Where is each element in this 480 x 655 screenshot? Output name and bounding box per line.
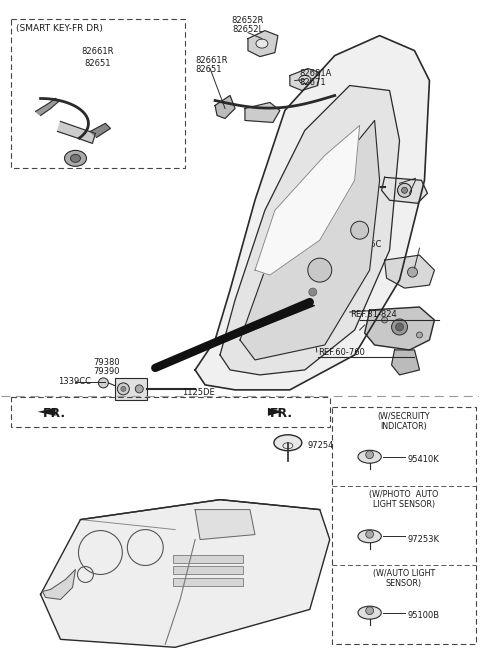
Text: 95100B: 95100B bbox=[408, 611, 440, 620]
Polygon shape bbox=[195, 510, 255, 540]
Polygon shape bbox=[290, 69, 320, 90]
Bar bbox=[260, 335, 310, 355]
Text: 95410K: 95410K bbox=[408, 455, 439, 464]
Ellipse shape bbox=[358, 606, 381, 619]
Circle shape bbox=[397, 183, 411, 197]
Text: 82681A: 82681A bbox=[300, 69, 332, 77]
Text: 1339CC: 1339CC bbox=[59, 377, 92, 386]
Circle shape bbox=[408, 267, 418, 277]
Circle shape bbox=[392, 319, 408, 335]
Text: SENSOR): SENSOR) bbox=[386, 579, 422, 588]
Polygon shape bbox=[245, 102, 280, 122]
Circle shape bbox=[366, 607, 373, 614]
Bar bbox=[173, 567, 243, 574]
Polygon shape bbox=[58, 121, 96, 143]
Text: 82661R: 82661R bbox=[195, 56, 228, 65]
Text: 97254: 97254 bbox=[308, 441, 334, 450]
Bar bbox=[307, 283, 320, 305]
Ellipse shape bbox=[358, 530, 381, 543]
Circle shape bbox=[402, 187, 408, 193]
Text: (W/PHOTO  AUTO: (W/PHOTO AUTO bbox=[369, 491, 439, 499]
Polygon shape bbox=[384, 255, 434, 288]
Polygon shape bbox=[41, 500, 330, 647]
Text: (SMART KEY-FR DR): (SMART KEY-FR DR) bbox=[16, 24, 103, 33]
Ellipse shape bbox=[64, 151, 86, 166]
Polygon shape bbox=[240, 121, 380, 360]
Bar bbox=[173, 578, 243, 586]
Polygon shape bbox=[90, 123, 110, 138]
Text: 82651: 82651 bbox=[84, 58, 111, 67]
Circle shape bbox=[117, 383, 129, 395]
Bar bbox=[173, 555, 243, 563]
Polygon shape bbox=[37, 408, 56, 416]
Text: 81350B: 81350B bbox=[348, 176, 380, 184]
Ellipse shape bbox=[274, 435, 302, 451]
Circle shape bbox=[417, 332, 422, 338]
Polygon shape bbox=[248, 31, 278, 56]
Text: 97253K: 97253K bbox=[408, 534, 440, 544]
Circle shape bbox=[309, 288, 317, 296]
Polygon shape bbox=[392, 350, 420, 375]
Polygon shape bbox=[382, 178, 428, 203]
Bar bbox=[255, 290, 310, 330]
Bar bbox=[260, 295, 305, 325]
Text: 82661R: 82661R bbox=[82, 47, 114, 56]
Circle shape bbox=[382, 317, 387, 323]
Circle shape bbox=[98, 378, 108, 388]
Text: REF.60-760: REF.60-760 bbox=[318, 348, 365, 357]
Text: (W/SECRUITY: (W/SECRUITY bbox=[378, 412, 431, 421]
Text: 81456C: 81456C bbox=[350, 240, 382, 249]
Ellipse shape bbox=[358, 450, 381, 463]
Text: REF.81-824: REF.81-824 bbox=[350, 310, 396, 319]
Circle shape bbox=[351, 221, 369, 239]
Polygon shape bbox=[365, 307, 434, 350]
Polygon shape bbox=[220, 86, 399, 375]
Circle shape bbox=[396, 323, 404, 331]
Bar bbox=[115, 378, 147, 400]
Polygon shape bbox=[215, 96, 235, 119]
Polygon shape bbox=[310, 304, 316, 307]
Polygon shape bbox=[195, 35, 430, 390]
Polygon shape bbox=[255, 125, 360, 275]
Circle shape bbox=[308, 258, 332, 282]
Text: FR.: FR. bbox=[43, 407, 66, 420]
Text: 79380: 79380 bbox=[94, 358, 120, 367]
Polygon shape bbox=[36, 98, 59, 115]
Circle shape bbox=[121, 386, 126, 392]
Circle shape bbox=[361, 182, 372, 193]
Polygon shape bbox=[43, 569, 75, 599]
Text: INDICATOR): INDICATOR) bbox=[381, 422, 427, 431]
Ellipse shape bbox=[256, 39, 268, 48]
Text: LIGHT SENSOR): LIGHT SENSOR) bbox=[373, 500, 435, 510]
Polygon shape bbox=[268, 408, 283, 416]
Circle shape bbox=[366, 451, 373, 458]
Text: 82671: 82671 bbox=[300, 77, 326, 86]
Text: (W/AUTO LIGHT: (W/AUTO LIGHT bbox=[373, 569, 435, 578]
Circle shape bbox=[135, 385, 144, 393]
Text: 1125DE: 1125DE bbox=[182, 388, 215, 397]
Circle shape bbox=[366, 531, 373, 538]
Ellipse shape bbox=[71, 155, 81, 162]
Text: 79390: 79390 bbox=[94, 367, 120, 376]
Text: FR.: FR. bbox=[270, 407, 293, 420]
Text: 82651: 82651 bbox=[195, 65, 222, 73]
Text: 82652L: 82652L bbox=[232, 25, 264, 33]
Text: 82652R: 82652R bbox=[232, 16, 264, 25]
